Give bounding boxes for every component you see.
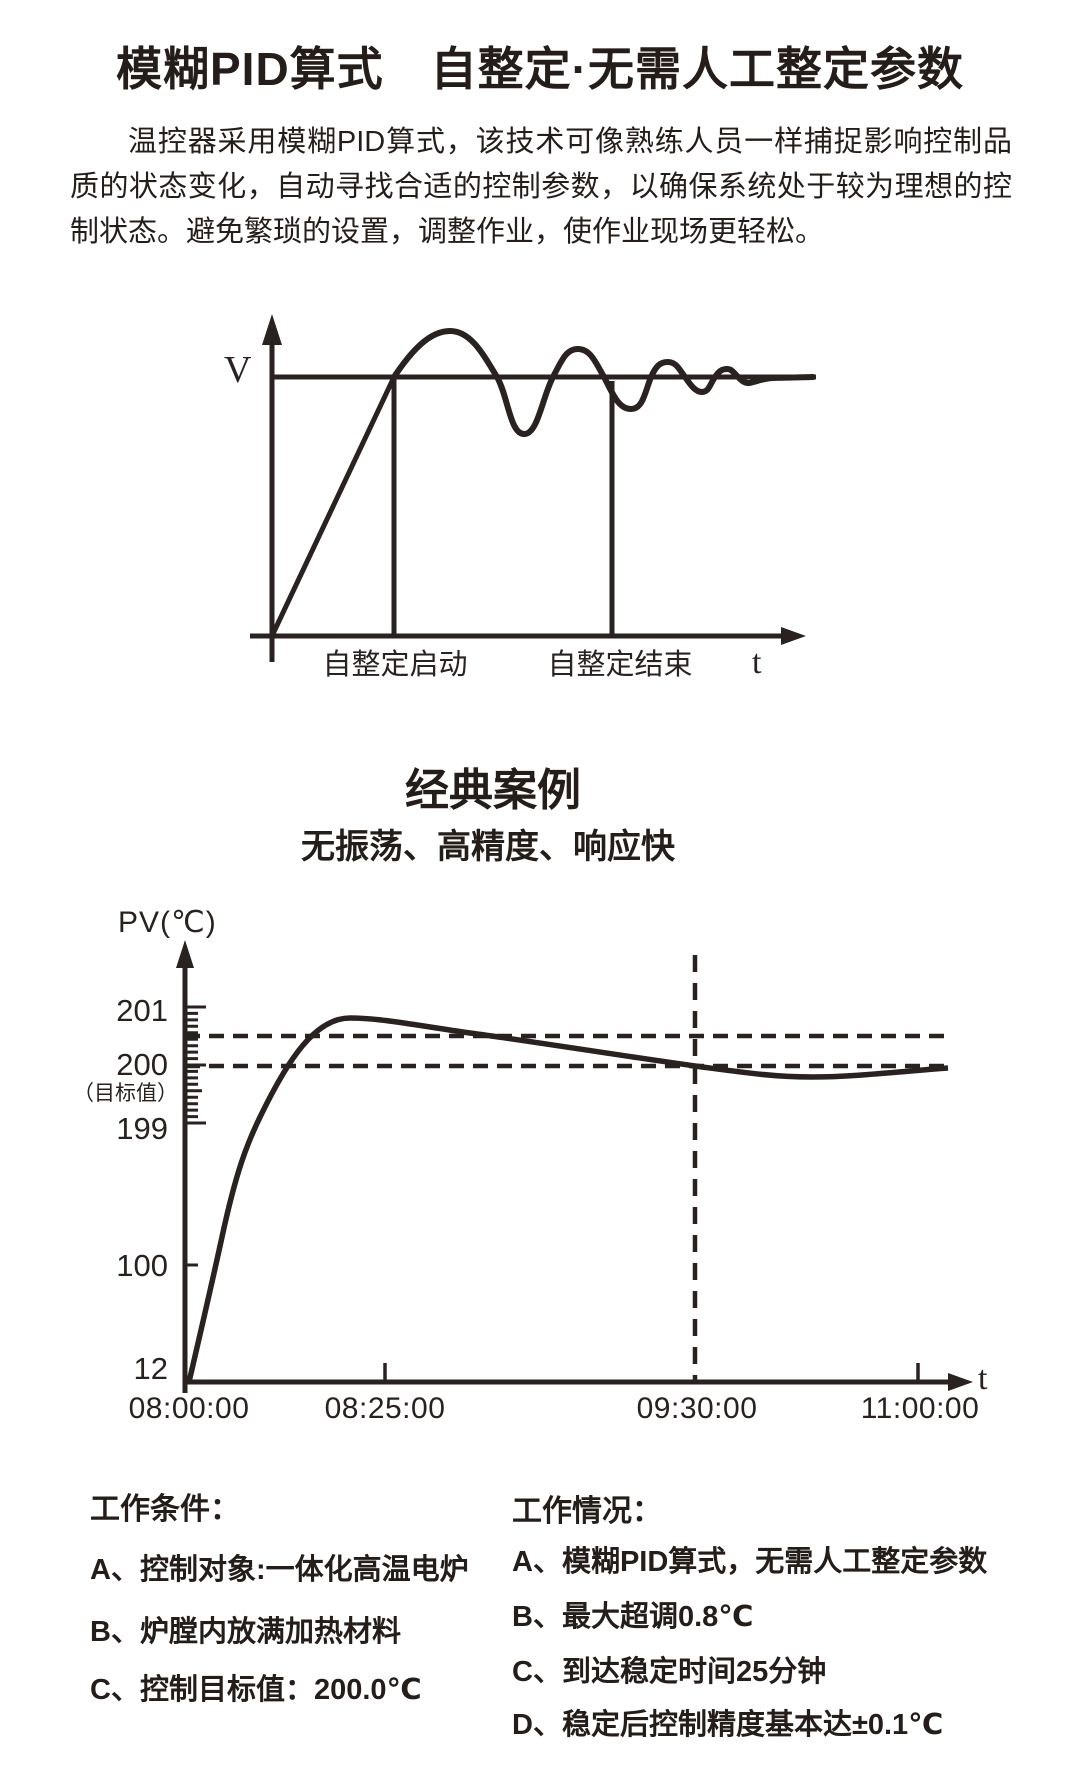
intro-paragraph: 温控器采用模糊PID算式，该技术可像熟练人员一样捕捉影响控制品质的状态变化，自动… — [70, 126, 1012, 248]
xtick-082500: 08:25:00 — [324, 1392, 446, 1425]
time-axis-label: t — [752, 644, 762, 681]
tuning-chart-arrowheads — [262, 314, 806, 645]
pv-time-axis-label: t — [978, 1360, 988, 1397]
pv-y-axis-arrow-icon — [176, 940, 194, 968]
case-chart-arrowheads — [176, 940, 973, 1391]
page-title: 模糊PID算式 自整定·无需人工整定参数 — [116, 43, 964, 95]
ytick-201: 201 — [116, 993, 168, 1028]
tuning-chart — [250, 327, 816, 662]
x-axis-ticks — [383, 1363, 920, 1382]
condition-item-b: B、炉膛内放满加热材料 — [90, 1616, 401, 1648]
setpoint-axis-label: V — [224, 349, 252, 391]
xtick-080000: 08:00:00 — [128, 1392, 250, 1425]
x-axis-arrow-icon — [781, 627, 806, 645]
y-axis-arrow-icon — [262, 314, 282, 345]
conditions-heading: 工作条件： — [90, 1493, 240, 1526]
oscillation-curve — [391, 327, 815, 438]
pv-curve — [186, 1015, 949, 1383]
case-heading: 经典案例 — [405, 766, 581, 815]
y-axis-ticks — [185, 1005, 206, 1267]
result-item-b: B、最大超调0.8℃ — [512, 1601, 754, 1633]
xtick-093000: 09:30:00 — [636, 1392, 758, 1425]
tuning-start-label: 自整定启动 — [322, 649, 468, 681]
ytick-199: 199 — [116, 1111, 168, 1146]
ytick-100: 100 — [116, 1248, 168, 1283]
case-chart — [182, 955, 950, 1393]
result-item-d: D、稳定后控制精度基本达±0.1℃ — [512, 1709, 944, 1741]
ytick-12: 12 — [133, 1351, 168, 1386]
xtick-110000: 11:00:00 — [860, 1392, 980, 1425]
results-heading: 工作情况： — [512, 1495, 662, 1528]
tuning-end-label: 自整定结束 — [547, 649, 693, 681]
condition-item-c: C、控制目标值：200.0℃ — [90, 1674, 422, 1706]
ramp-line — [269, 375, 397, 638]
pv-axis-label: PV(℃) — [118, 906, 217, 939]
pv-x-axis-arrow-icon — [948, 1373, 973, 1391]
condition-item-a: A、控制对象:一体化高温电炉 — [90, 1554, 469, 1586]
result-item-a: A、模糊PID算式，无需人工整定参数 — [512, 1546, 988, 1578]
target-value-note: （目标值） — [73, 1082, 178, 1105]
ytick-200: 200 — [116, 1047, 168, 1082]
case-subheading: 无振荡、高精度、响应快 — [301, 828, 675, 866]
result-item-c: C、到达稳定时间25分钟 — [512, 1656, 827, 1688]
